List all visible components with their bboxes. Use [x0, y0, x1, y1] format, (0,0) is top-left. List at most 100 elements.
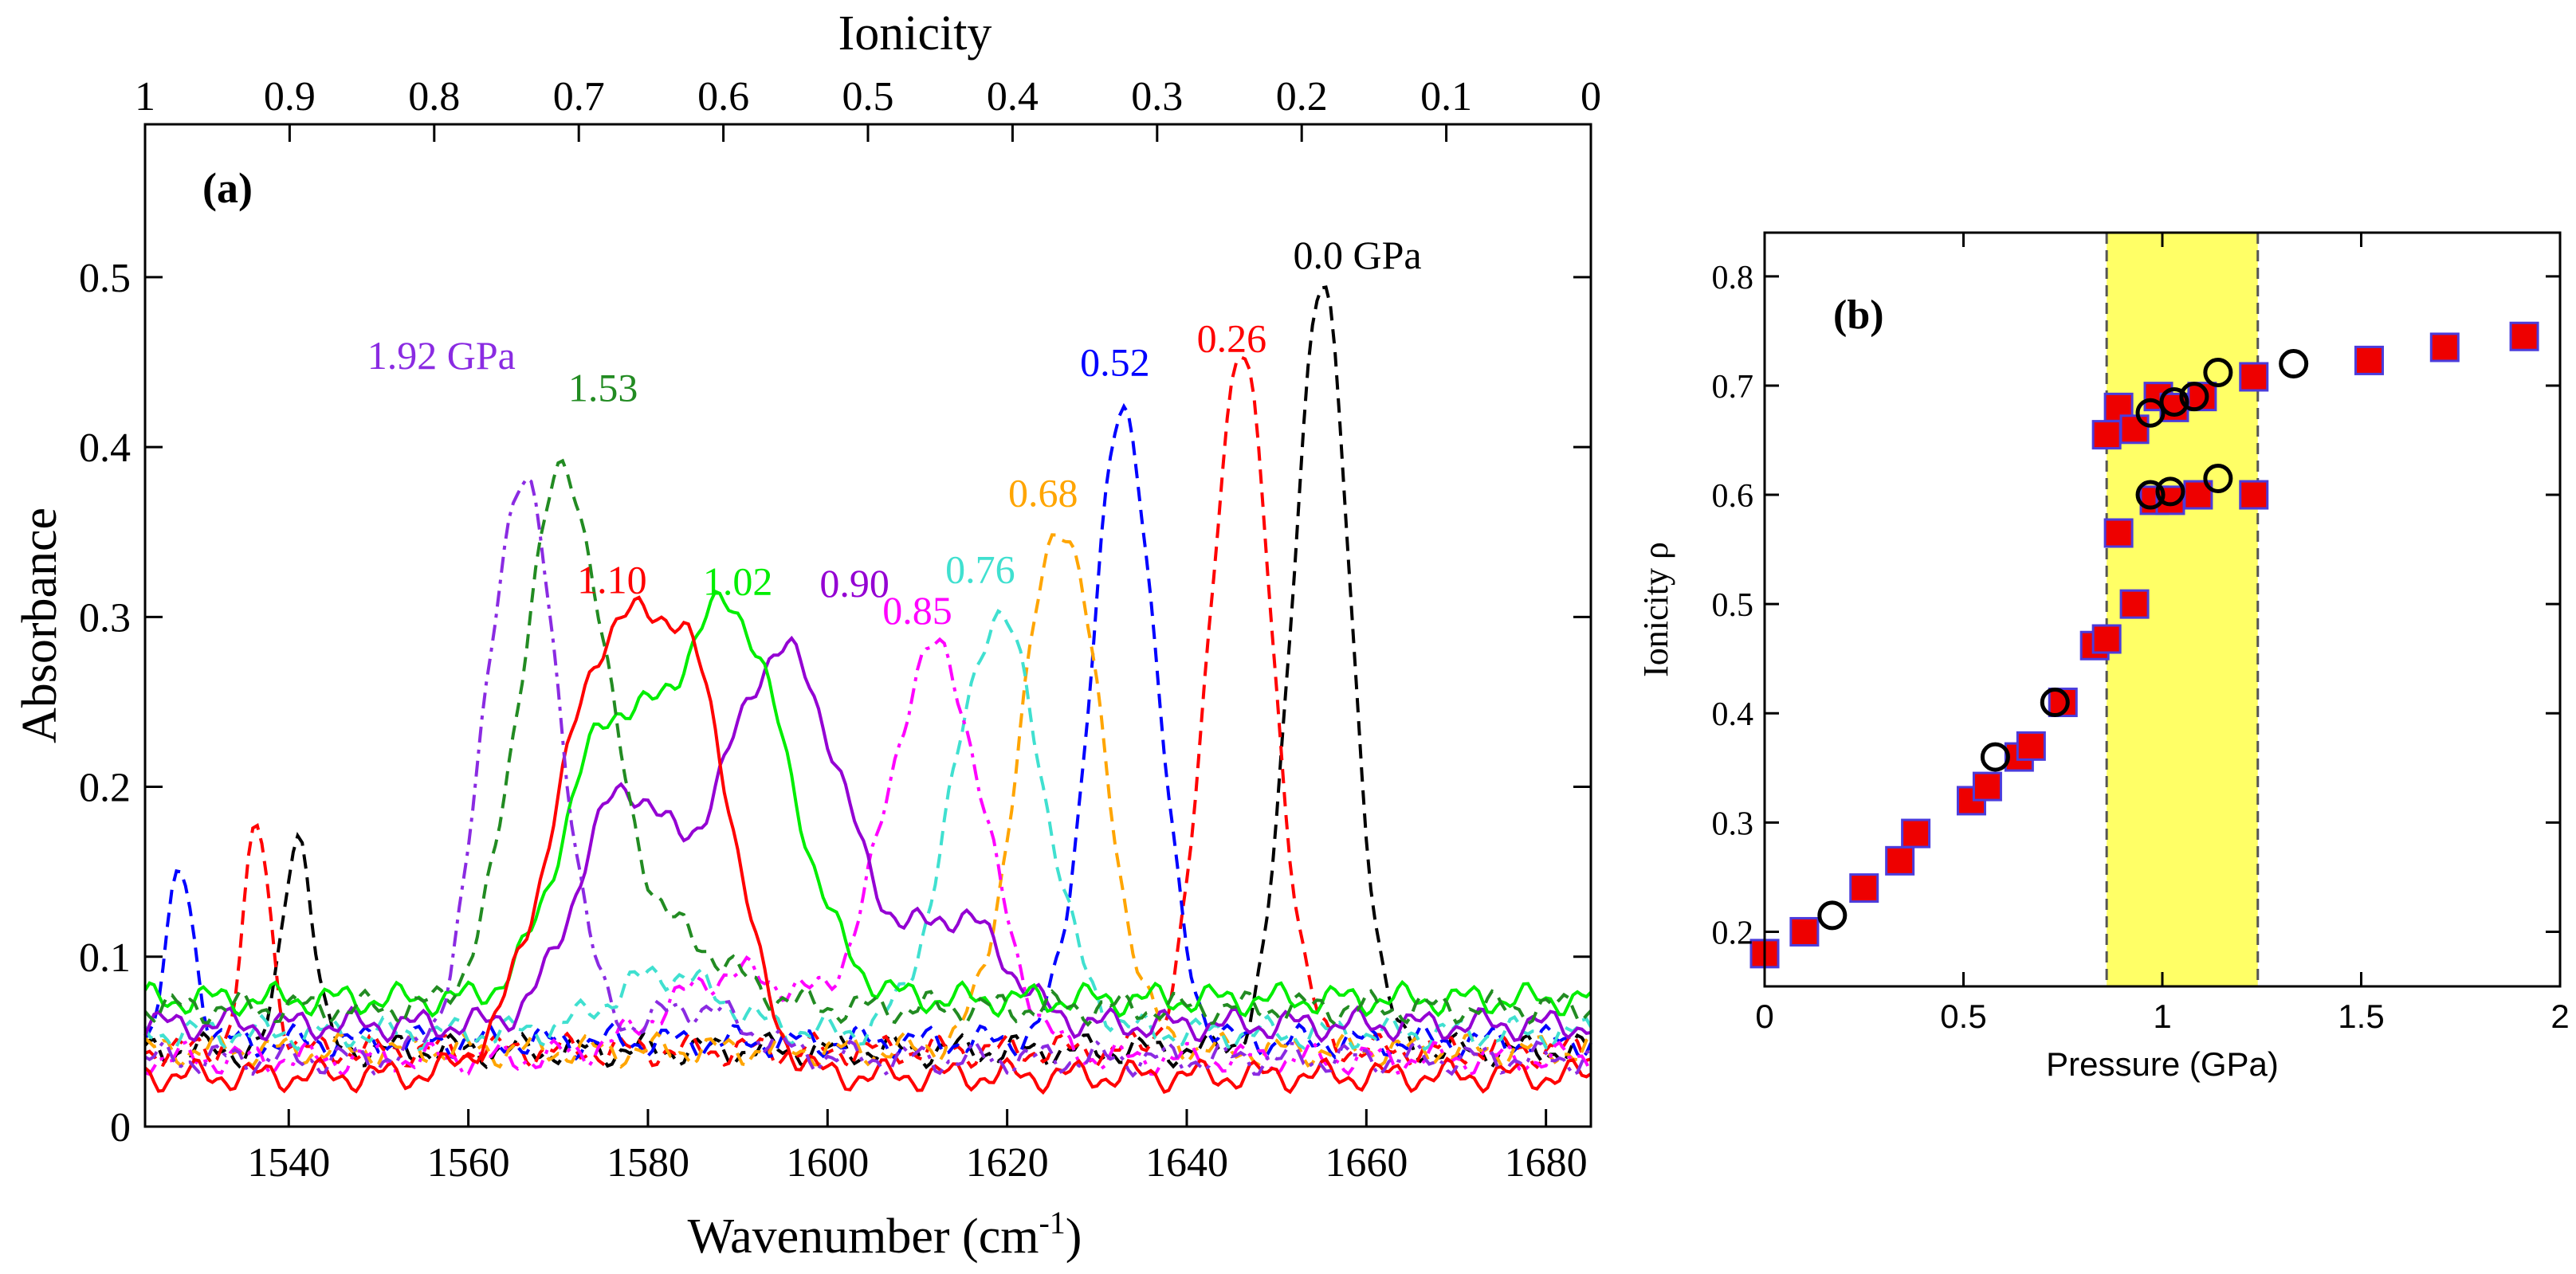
circle-point-5	[2203, 463, 2233, 493]
square-point-11	[2091, 624, 2122, 654]
x-tick-label-1560: 1560	[427, 1140, 510, 1186]
circle-point-9	[2203, 357, 2233, 387]
top-tick-label-9: 0.1	[1420, 74, 1472, 120]
b-y-tick-label-5: 0.7	[1712, 369, 1754, 406]
x-tick-label-1540: 1540	[247, 1140, 330, 1186]
panel-b-y-axis-label: Ionicity ρ	[1636, 542, 1675, 677]
square-point-25	[2354, 345, 2384, 375]
square-point-20	[2119, 414, 2150, 445]
top-tick-label-6: 0.4	[987, 74, 1039, 120]
spectrum-1-92-gpa	[144, 476, 1592, 1078]
panel-a-x-axis-label: Wavenumber (cm-1)	[688, 1205, 1082, 1264]
top-tick-label-5: 0.5	[842, 74, 894, 120]
circle-point-4	[2155, 476, 2185, 507]
panel-b: 0 0.5 1 1.5 2 0.2 0.3 0.4 0.5 0.6 0.7 0.8 (b) Pres…	[1636, 231, 2570, 1083]
panel-a-spectra	[143, 285, 1592, 1095]
panel-a-top-ticks: 1 0.9 0.8 0.7 0.6 0.5 0.4 0.3 0.2 0.1 0	[135, 74, 1601, 142]
panel-b-y-ticks: 0.2 0.3 0.4 0.5 0.6 0.7 0.8	[1712, 260, 2560, 951]
b-x-tick-label-2: 1	[2153, 998, 2171, 1035]
y-tick-label-1: 0.1	[79, 935, 131, 981]
panel-a-label: (a)	[202, 164, 253, 212]
spectrum-0-26	[144, 355, 1592, 1070]
top-tick-label-0: 1	[135, 74, 155, 120]
circle-point-7	[2159, 387, 2189, 417]
square-point-17	[2239, 480, 2269, 510]
b-y-tick-label-1: 0.3	[1712, 806, 1754, 842]
panel-a-y-ticks: 0 0.1 0.2 0.3 0.4 0.5	[79, 256, 1591, 1151]
circle-point-6	[2135, 398, 2166, 428]
y-tick-label-2: 0.2	[79, 766, 131, 811]
top-tick-label-3: 0.7	[553, 74, 605, 120]
panel-a-x-axis-label-sup: -1	[1039, 1205, 1065, 1241]
b-y-tick-label-2: 0.4	[1712, 696, 1754, 733]
x-tick-label-1660: 1660	[1325, 1140, 1408, 1186]
circle-point-8	[2179, 382, 2209, 412]
spectrum-0-85	[144, 637, 1592, 1078]
square-point-6	[1972, 771, 2002, 802]
panel-a-x-ticks: 1540 1560 1580 1600 1620 1640 1660 1680	[247, 1109, 1588, 1186]
panel-a-x-axis-label-close: )	[1066, 1209, 1082, 1264]
top-tick-label-4: 0.6	[697, 74, 749, 120]
b-y-tick-label-6: 0.8	[1712, 260, 1754, 296]
b-y-tick-label-3: 0.5	[1712, 587, 1754, 624]
b-x-tick-label-3: 1.5	[2338, 998, 2384, 1035]
series-label-0-85: 0.85	[882, 588, 952, 633]
top-tick-label-8: 0.2	[1276, 74, 1328, 120]
circle-point-10	[2279, 349, 2309, 379]
circle-point-0	[1817, 900, 1848, 931]
spectrum-0-76	[143, 609, 1592, 1053]
square-point-2	[1849, 873, 1879, 904]
b-y-tick-label-0: 0.2	[1712, 915, 1754, 951]
series-label-1-10: 1.10	[577, 557, 647, 602]
spectrum-1-10	[143, 595, 1592, 1095]
b-x-tick-label-1: 0.5	[1940, 998, 1986, 1035]
y-tick-label-5: 0.5	[79, 256, 131, 301]
x-tick-label-1600: 1600	[786, 1140, 869, 1186]
top-tick-label-10: 0	[1581, 74, 1601, 120]
circle-point-1	[1980, 742, 2010, 772]
spectrum-0-0-gpa	[143, 285, 1592, 1070]
square-point-1	[1789, 916, 1820, 947]
square-point-12	[2119, 589, 2150, 619]
panel-b-x-axis-label: Pressure (GPa)	[2046, 1045, 2279, 1083]
series-label-0-52: 0.52	[1080, 340, 1150, 385]
x-tick-label-1680: 1680	[1505, 1140, 1588, 1186]
spectrum-0-90	[143, 635, 1592, 1044]
spectrum-0-52	[143, 402, 1592, 1061]
panel-b-x-ticks: 0 0.5 1 1.5 2	[1755, 233, 2570, 1035]
series-label-0-76: 0.76	[945, 547, 1015, 592]
circle-point-3	[2135, 480, 2166, 510]
panel-a-y-axis-label: Absorbance	[13, 508, 67, 743]
square-point-24	[2239, 362, 2269, 392]
circle-point-2	[2040, 688, 2070, 718]
spectrum-1-02	[143, 589, 1592, 1018]
square-point-27	[2509, 321, 2539, 351]
panel-b-points	[1749, 321, 2539, 969]
b-y-tick-label-4: 0.6	[1712, 478, 1754, 515]
x-tick-label-1580: 1580	[607, 1140, 689, 1186]
y-tick-label-3: 0.3	[79, 595, 131, 641]
y-tick-label-0: 0	[110, 1105, 131, 1151]
x-tick-label-1640: 1640	[1145, 1140, 1228, 1186]
square-point-18	[2091, 420, 2122, 450]
panel-a-x-axis-label-text: Wavenumber (cm	[688, 1209, 1039, 1264]
panel-b-label: (b)	[1833, 292, 1884, 338]
square-point-8	[2016, 731, 2046, 761]
top-tick-label-7: 0.3	[1131, 74, 1183, 120]
square-point-3	[1885, 845, 1915, 876]
series-label-0-68: 0.68	[1008, 471, 1078, 515]
square-point-4	[1901, 818, 1931, 849]
series-label-0-26: 0.26	[1197, 316, 1267, 361]
b-x-tick-label-4: 2	[2550, 998, 2569, 1035]
b-x-tick-label-0: 0	[1755, 998, 1773, 1035]
panel-a-top-axis-label: Ionicity	[838, 6, 992, 61]
panel-a: 0.0 GPa0.260.520.680.760.850.901.021.101…	[13, 6, 1601, 1264]
series-label-1-53: 1.53	[568, 366, 638, 410]
series-label-1-02: 1.02	[703, 559, 773, 604]
panel-a-series-labels: 0.0 GPa 0.26 0.52 0.68 0.760.850.90 1.02 1.10 1…	[367, 233, 1422, 633]
square-point-13	[2103, 518, 2134, 548]
y-tick-label-4: 0.4	[79, 425, 131, 471]
square-point-26	[2429, 332, 2460, 363]
x-tick-label-1620: 1620	[966, 1140, 1049, 1186]
